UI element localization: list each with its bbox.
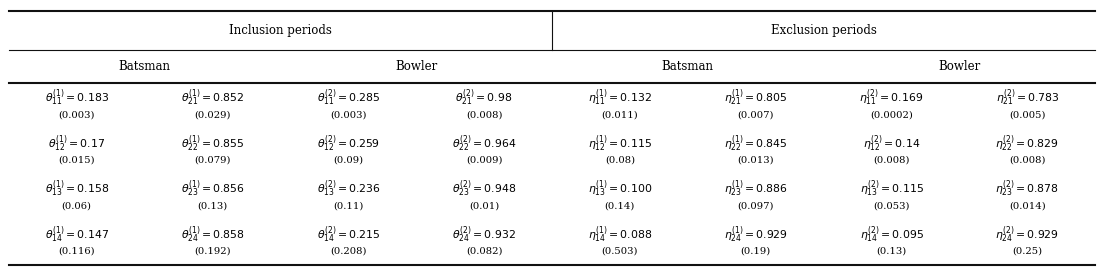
Text: (0.01): (0.01) [469,201,499,210]
Text: $\theta_{21}^{(1)} = 0.852$: $\theta_{21}^{(1)} = 0.852$ [181,87,244,108]
Text: $\theta_{11}^{(1)} = 0.183$: $\theta_{11}^{(1)} = 0.183$ [44,87,109,108]
Text: $\theta_{23}^{(1)} = 0.856$: $\theta_{23}^{(1)} = 0.856$ [181,179,244,199]
Text: (0.013): (0.013) [737,156,774,165]
Text: (0.097): (0.097) [737,201,774,210]
Text: (0.011): (0.011) [602,110,638,119]
Text: (0.503): (0.503) [602,247,638,256]
Text: (0.003): (0.003) [330,110,367,119]
Text: $\theta_{13}^{(2)} = 0.236$: $\theta_{13}^{(2)} = 0.236$ [317,179,380,199]
Text: (0.029): (0.029) [194,110,231,119]
Text: Bowler: Bowler [938,60,980,73]
Text: (0.192): (0.192) [194,247,231,256]
Text: (0.14): (0.14) [605,201,635,210]
Text: Exclusion periods: Exclusion periods [771,24,877,37]
Text: $\eta_{14}^{(1)} = 0.088$: $\eta_{14}^{(1)} = 0.088$ [587,224,652,245]
Text: $\theta_{23}^{(2)} = 0.948$: $\theta_{23}^{(2)} = 0.948$ [452,179,517,199]
Text: $\theta_{24}^{(1)} = 0.858$: $\theta_{24}^{(1)} = 0.858$ [181,224,244,245]
Text: (0.005): (0.005) [1009,110,1045,119]
Text: (0.008): (0.008) [1009,156,1045,165]
Text: $\eta_{11}^{(1)} = 0.132$: $\eta_{11}^{(1)} = 0.132$ [588,87,651,108]
Text: $\theta_{13}^{(1)} = 0.158$: $\theta_{13}^{(1)} = 0.158$ [44,179,109,199]
Text: (0.014): (0.014) [1009,201,1045,210]
Text: (0.009): (0.009) [466,156,502,165]
Text: (0.0002): (0.0002) [870,110,913,119]
Text: $\eta_{13}^{(2)} = 0.115$: $\eta_{13}^{(2)} = 0.115$ [860,179,923,199]
Text: $\theta_{14}^{(1)} = 0.147$: $\theta_{14}^{(1)} = 0.147$ [44,224,109,245]
Text: (0.053): (0.053) [873,201,910,210]
Text: (0.015): (0.015) [59,156,95,165]
Text: (0.208): (0.208) [330,247,367,256]
Text: (0.003): (0.003) [59,110,95,119]
Text: $\eta_{23}^{(1)} = 0.886$: $\eta_{23}^{(1)} = 0.886$ [724,179,787,199]
Text: $\eta_{11}^{(2)} = 0.169$: $\eta_{11}^{(2)} = 0.169$ [859,87,924,108]
Text: (0.06): (0.06) [62,201,92,210]
Text: (0.19): (0.19) [741,247,771,256]
Text: $\eta_{21}^{(2)} = 0.783$: $\eta_{21}^{(2)} = 0.783$ [996,87,1059,108]
Text: $\theta_{22}^{(1)} = 0.855$: $\theta_{22}^{(1)} = 0.855$ [181,133,244,154]
Text: (0.082): (0.082) [466,247,502,256]
Text: $\eta_{12}^{(2)} = 0.14$: $\eta_{12}^{(2)} = 0.14$ [863,133,920,154]
Text: $\eta_{24}^{(2)} = 0.929$: $\eta_{24}^{(2)} = 0.929$ [996,224,1059,245]
Text: $\eta_{13}^{(1)} = 0.100$: $\eta_{13}^{(1)} = 0.100$ [587,179,652,199]
Text: $\theta_{11}^{(2)} = 0.285$: $\theta_{11}^{(2)} = 0.285$ [317,87,380,108]
Text: (0.007): (0.007) [737,110,774,119]
Text: $\eta_{14}^{(2)} = 0.095$: $\eta_{14}^{(2)} = 0.095$ [860,224,923,245]
Text: $\theta_{12}^{(2)} = 0.259$: $\theta_{12}^{(2)} = 0.259$ [317,133,380,154]
Text: Bowler: Bowler [395,60,437,73]
Text: (0.116): (0.116) [59,247,95,256]
Text: $\eta_{24}^{(1)} = 0.929$: $\eta_{24}^{(1)} = 0.929$ [724,224,787,245]
Text: $\theta_{24}^{(2)} = 0.932$: $\theta_{24}^{(2)} = 0.932$ [453,224,516,245]
Text: $\theta_{14}^{(2)} = 0.215$: $\theta_{14}^{(2)} = 0.215$ [317,224,380,245]
Text: $\theta_{22}^{(2)} = 0.964$: $\theta_{22}^{(2)} = 0.964$ [452,133,517,154]
Text: $\eta_{22}^{(1)} = 0.845$: $\eta_{22}^{(1)} = 0.845$ [724,133,787,154]
Text: (0.13): (0.13) [877,247,906,256]
Text: $\eta_{12}^{(1)} = 0.115$: $\eta_{12}^{(1)} = 0.115$ [588,133,651,154]
Text: $\theta_{21}^{(2)} = 0.98$: $\theta_{21}^{(2)} = 0.98$ [456,87,512,108]
Text: (0.11): (0.11) [333,201,363,210]
Text: (0.079): (0.079) [194,156,231,165]
Text: Batsman: Batsman [661,60,714,73]
Text: Inclusion periods: Inclusion periods [229,24,332,37]
Text: (0.25): (0.25) [1012,247,1042,256]
Text: $\eta_{21}^{(1)} = 0.805$: $\eta_{21}^{(1)} = 0.805$ [724,87,787,108]
Text: (0.008): (0.008) [873,156,910,165]
Text: (0.08): (0.08) [605,156,635,165]
Text: (0.13): (0.13) [198,201,227,210]
Text: $\eta_{22}^{(2)} = 0.829$: $\eta_{22}^{(2)} = 0.829$ [996,133,1059,154]
Text: $\eta_{23}^{(2)} = 0.878$: $\eta_{23}^{(2)} = 0.878$ [996,179,1059,199]
Text: (0.008): (0.008) [466,110,502,119]
Text: $\theta_{12}^{(1)} = 0.17$: $\theta_{12}^{(1)} = 0.17$ [49,133,105,154]
Text: (0.09): (0.09) [333,156,363,165]
Text: Batsman: Batsman [118,60,171,73]
